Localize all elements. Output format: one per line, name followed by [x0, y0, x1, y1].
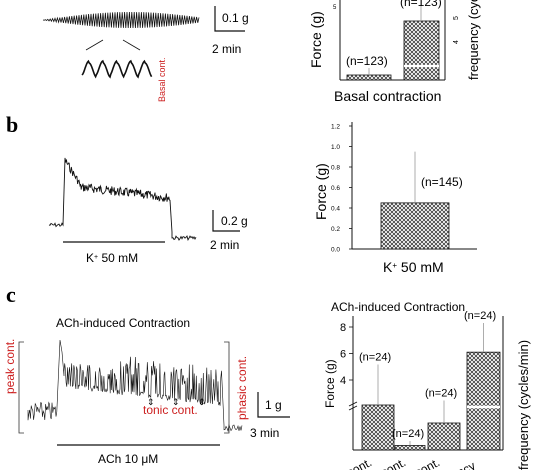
chart-b-n-label: (n=145) — [421, 175, 463, 189]
chart-a-n-label-force: (n=123) — [346, 54, 388, 68]
panel-c-letter: c — [6, 282, 16, 307]
chart-a-n-label-frequency: (n=123) — [400, 0, 442, 9]
panel-c-title: ACh-induced Contraction — [56, 316, 190, 330]
basal-inset-trace — [81, 59, 153, 79]
chart-a-y2label: frequency (cycles/min) — [466, 0, 481, 80]
chart-c-bar — [361, 404, 395, 451]
chart-b-tick-label: 0.6 — [331, 185, 340, 192]
tonic-arrow-3: ⇕ — [198, 397, 206, 407]
chart-b: (n=145) 0.00.20.40.60.81.01.2 Force (g) … — [313, 122, 477, 275]
ach-trace — [27, 339, 243, 433]
chart-a-y2tick-4: 4 — [453, 40, 460, 44]
chart-c-tick-label: 4 — [340, 375, 346, 387]
chart-c-n-label: (n=24) — [359, 352, 391, 364]
phasic-label: phasic cont. — [235, 356, 249, 420]
chart-b-tick-label: 0.8 — [331, 165, 340, 172]
zoom-line-right — [122, 39, 141, 51]
chart-a-ylabel: Force (g) — [308, 11, 324, 68]
chart-c: ACh-induced Contraction (n=24) (n=24) (n=2… — [323, 300, 531, 475]
scale-force-a: 0.1 g — [222, 11, 249, 25]
chart-c-title: ACh-induced Contraction — [331, 300, 465, 314]
chart-a-ytick-5: 5 — [333, 5, 337, 11]
chart-a: (n=123) (n=123) Force (g) 5 5 4 frequenc… — [308, 0, 481, 104]
panel-c: c ACh-induced Contraction peak cont. pha… — [3, 282, 531, 475]
chart-b-bar — [380, 202, 450, 250]
chart-b-tick-label: 0.4 — [331, 206, 340, 213]
scale-time-a: 2 min — [212, 42, 241, 56]
chart-b-tick-label: 0.0 — [331, 247, 340, 254]
chart-a-xlabel: Basal contraction — [334, 88, 441, 104]
ach-stim-label: ACh 10 μM — [98, 452, 158, 466]
tonic-label: tonic cont. — [143, 403, 198, 417]
k-stim-label: K+ 50 mM — [86, 251, 138, 265]
chart-c-axis-break — [348, 401, 358, 411]
chart-b-xlabel: K+ 50 mM — [383, 259, 444, 275]
chart-c-n-label: (n=24) — [392, 428, 424, 440]
chart-c-y2label: frequency (cycles/min) — [516, 340, 531, 470]
panel-b-letter: b — [6, 112, 18, 137]
scale-force-c: 1 g — [265, 398, 282, 412]
tonic-arrow-2: ⇕ — [172, 397, 180, 407]
chart-b-ylabel: Force (g) — [313, 163, 329, 220]
basal-inset-label: Basal cont. — [157, 57, 167, 102]
chart-c-bar — [466, 351, 501, 451]
peak-bracket — [18, 341, 24, 434]
chart-c-ylabel: Force (g) — [323, 359, 337, 408]
chart-b-tick-label: 0.2 — [331, 226, 340, 233]
chart-a-y2tick-5: 5 — [453, 16, 460, 20]
panel-a: Basal cont. 0.1 g 2 min (n=123) (n=123) … — [42, 0, 481, 104]
chart-c-n-label: (n=24) — [464, 310, 496, 322]
scale-force-b: 0.2 g — [221, 214, 248, 228]
chart-c-n-label: (n=24) — [425, 388, 457, 400]
tonic-arrow-1: ⇕ — [147, 397, 155, 407]
phasic-bracket — [224, 341, 230, 434]
chart-c-category-label: cont. — [345, 455, 375, 470]
chart-c-tick-label: 8 — [340, 322, 346, 334]
chart-c-tick-label: 6 — [340, 349, 346, 361]
tonic-arrows: ⇕ ⇕ ⇕ — [147, 397, 206, 407]
chart-b-tick-label: 1.2 — [331, 124, 340, 131]
scale-bar-b — [212, 210, 240, 232]
scale-bar-a — [214, 6, 245, 32]
chart-c-category-label: cont. — [379, 455, 409, 470]
chart-a-bar-frequency — [403, 20, 440, 81]
k-trace — [48, 157, 197, 241]
peak-label: peak cont. — [3, 339, 17, 394]
basal-trace — [42, 11, 200, 29]
chart-c-bar — [394, 445, 426, 451]
chart-a-bar-force — [346, 74, 392, 81]
chart-c-bar — [427, 422, 461, 451]
scale-time-c: 3 min — [250, 426, 279, 440]
scale-bar-c — [257, 392, 290, 418]
chart-b-tick-label: 1.0 — [331, 144, 340, 151]
zoom-line-left — [85, 39, 104, 51]
chart-c-category-label: cont. — [413, 455, 443, 470]
panel-b: b K+ 50 mM 0.2 g 2 min (n=145) 0.0 0.2 0.4… — [6, 112, 477, 275]
chart-c-category-label: ncy — [455, 459, 478, 470]
scale-time-b: 2 min — [210, 238, 239, 252]
